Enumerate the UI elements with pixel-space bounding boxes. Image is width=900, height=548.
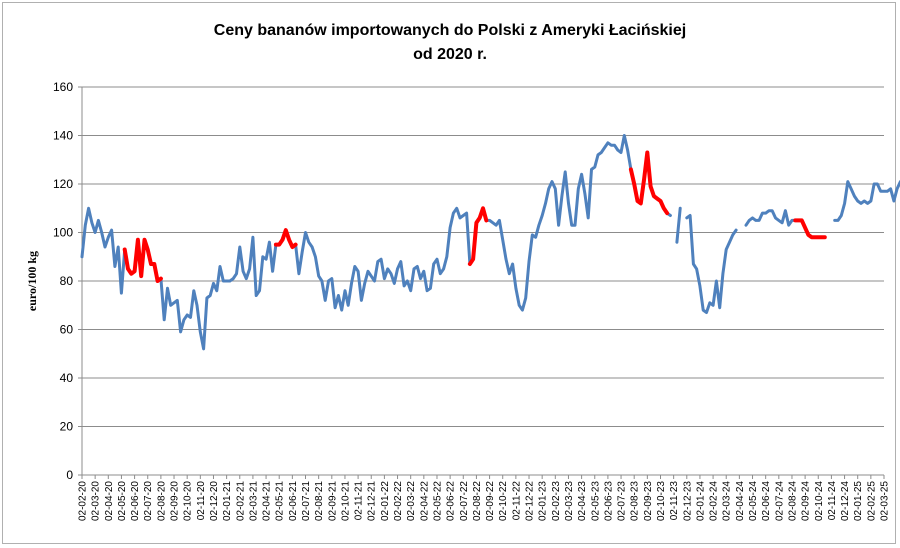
x-tick-label: 02-12-21 — [367, 481, 378, 521]
x-tick-label: 02-12-23 — [682, 481, 693, 521]
x-tick-label: 02-01-22 — [380, 481, 391, 521]
x-tick-label: 02-09-24 — [801, 481, 812, 521]
x-tick-label: 02-07-21 — [301, 481, 312, 521]
series-line — [744, 209, 804, 227]
x-tick-label: 02-03-20 — [91, 481, 102, 521]
x-tick-label: 02-02-25 — [866, 481, 877, 521]
x-tick-label: 02-03-22 — [406, 481, 417, 521]
y-tick-label: 80 — [60, 274, 74, 288]
x-tick-label: 02-11-20 — [196, 481, 207, 521]
x-tick-label: 02-05-23 — [590, 481, 601, 521]
series-lines — [80, 134, 900, 351]
x-tick-label: 02-11-21 — [354, 481, 365, 521]
x-tick-label: 02-04-24 — [735, 481, 746, 521]
x-tick-label: 02-06-21 — [288, 481, 299, 521]
chart-title-line1: Ceny bananów importowanych do Polski z A… — [213, 22, 687, 39]
series-highlight-segment — [793, 218, 827, 240]
x-tick-label: 02-07-22 — [459, 481, 470, 521]
chart-title-line2: od 2020 r. — [413, 46, 487, 63]
x-tick-label: 02-04-23 — [577, 481, 588, 521]
x-tick-label: 02-09-20 — [170, 481, 181, 521]
x-tick-label: 02-05-24 — [748, 481, 759, 521]
series-line — [675, 206, 682, 244]
series-line — [833, 180, 900, 222]
x-tick-label: 02-10-20 — [183, 481, 194, 521]
x-tick-label: 02-06-22 — [446, 481, 457, 521]
x-tick-label: 02-05-21 — [275, 481, 286, 521]
x-tick-label: 02-03-23 — [564, 481, 575, 521]
x-tick-label: 02-07-20 — [143, 481, 154, 521]
x-tick-label: 02-11-22 — [511, 481, 522, 521]
x-tick-label: 02-09-22 — [485, 481, 496, 521]
x-tick-label: 02-06-24 — [761, 481, 772, 521]
y-axis-label: euro/100 kg — [25, 251, 39, 311]
y-tick-label: 140 — [53, 129, 73, 143]
x-tick-label: 02-02-24 — [709, 481, 720, 521]
x-tick-label: 02-11-23 — [669, 481, 680, 521]
x-tick-label: 02-12-24 — [840, 481, 851, 521]
x-axis-ticks: 02-02-20 02-03-20 02-04-20 02-05-20 02-06-20… — [78, 475, 891, 521]
y-tick-label: 20 — [60, 420, 74, 434]
x-tick-label: 02-06-23 — [603, 481, 614, 521]
x-tick-label: 02-04-21 — [262, 481, 273, 521]
x-tick-label: 02-03-24 — [722, 481, 733, 521]
x-tick-label: 02-08-22 — [472, 481, 483, 521]
x-tick-label: 02-07-23 — [617, 481, 628, 521]
x-tick-label: 02-11-24 — [827, 481, 838, 521]
x-tick-label: 02-10-21 — [340, 481, 351, 521]
x-tick-label: 02-06-20 — [130, 481, 141, 521]
y-tick-label: 100 — [53, 226, 73, 240]
series-highlight-segment — [122, 237, 163, 283]
axes — [81, 87, 884, 476]
series-highlight-segment — [273, 228, 298, 249]
x-tick-label: 02-08-21 — [314, 481, 325, 521]
grid-lines — [82, 86, 884, 427]
x-tick-label: 02-01-21 — [222, 481, 233, 521]
x-tick-label: 02-09-21 — [327, 481, 338, 521]
series-line — [685, 214, 738, 314]
y-tick-label: 160 — [53, 80, 73, 94]
x-tick-label: 02-09-23 — [643, 481, 654, 521]
series-highlight-segment — [467, 206, 489, 266]
x-tick-label: 02-05-22 — [432, 481, 443, 521]
y-tick-label: 0 — [66, 468, 73, 482]
x-tick-label: 02-08-23 — [630, 481, 641, 521]
x-tick-label: 02-08-24 — [787, 481, 798, 521]
x-tick-label: 02-10-22 — [498, 481, 509, 521]
x-tick-label: 02-08-20 — [156, 481, 167, 521]
x-tick-label: 02-12-22 — [525, 481, 536, 521]
x-tick-label: 02-10-24 — [814, 481, 825, 521]
y-axis-ticks: 0 20 40 60 80 100 120 140 160 — [53, 80, 82, 482]
x-tick-label: 02-01-24 — [695, 481, 706, 521]
x-tick-label: 02-02-20 — [78, 481, 89, 521]
x-tick-label: 02-01-25 — [853, 481, 864, 521]
x-tick-label: 02-02-21 — [235, 481, 246, 521]
x-tick-label: 02-04-20 — [104, 481, 115, 521]
x-tick-label: 02-04-22 — [419, 481, 430, 521]
x-tick-label: 02-01-23 — [538, 481, 549, 521]
x-tick-label: 02-03-25 — [880, 481, 891, 521]
x-tick-label: 02-10-23 — [656, 481, 667, 521]
y-tick-label: 60 — [60, 323, 74, 337]
y-tick-label: 40 — [60, 371, 74, 385]
x-tick-label: 02-05-20 — [117, 481, 128, 521]
series-line — [80, 134, 672, 351]
x-tick-label: 02-07-24 — [774, 481, 785, 521]
x-tick-label: 02-12-20 — [209, 481, 220, 521]
x-tick-label: 02-02-22 — [393, 481, 404, 521]
x-tick-label: 02-03-21 — [248, 481, 259, 521]
x-tick-label: 02-02-23 — [551, 481, 562, 521]
series-highlight-segment — [628, 150, 670, 216]
y-tick-label: 120 — [53, 177, 73, 191]
